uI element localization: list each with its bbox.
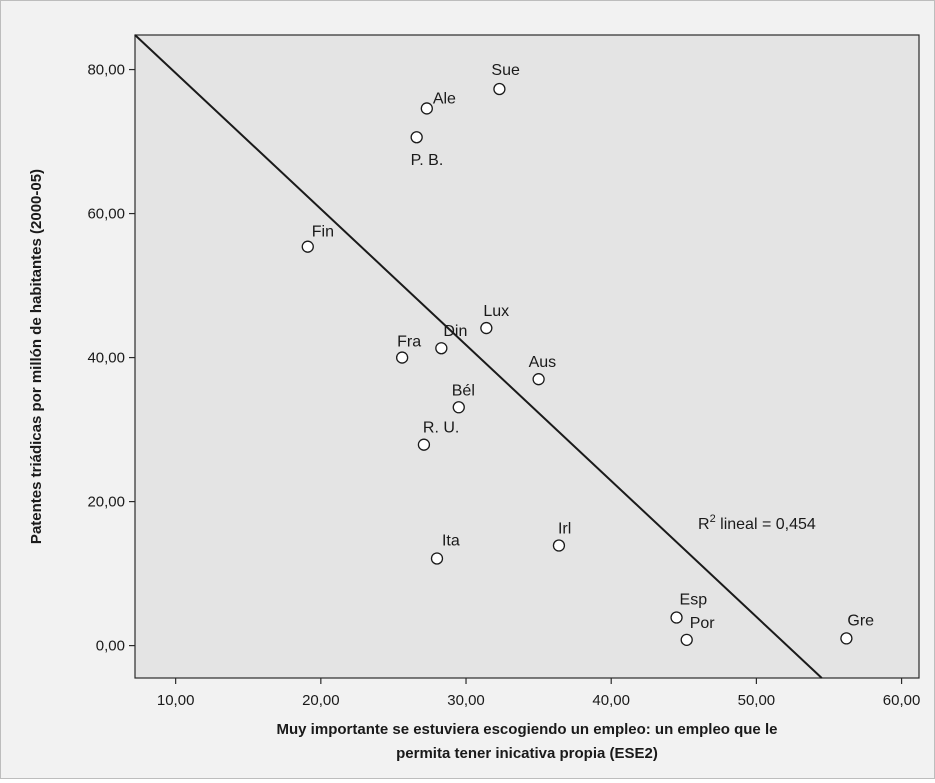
point-label: Din [443, 323, 467, 340]
point-label: Aus [529, 354, 557, 371]
regression-line [134, 34, 823, 679]
scatter-point [301, 240, 314, 253]
x-tick-label: 10,00 [157, 692, 195, 709]
y-tick-label: 20,00 [87, 494, 125, 511]
scatter-point [493, 82, 506, 96]
r-squared-superscript: 2 [710, 513, 716, 525]
scatter-point [435, 342, 448, 355]
x-axis-title-line-1: Muy importante se estuviera escogiendo u… [277, 721, 778, 738]
point-label: Fin [312, 224, 334, 241]
scatter-point [532, 373, 545, 386]
point-label: Gre [847, 612, 874, 629]
point-label: Fra [397, 334, 421, 351]
scatter-point [480, 321, 493, 335]
point-label: Ita [442, 532, 460, 549]
scatter-point [430, 552, 444, 565]
y-tick-label: 80,00 [87, 62, 125, 79]
scatter-point [395, 351, 409, 364]
points-layer: Sue Ale P. B. Fin Lux Din Fra Aus Bél R. U. Irl Ita… [301, 62, 874, 646]
x-tick-label: 50,00 [738, 692, 776, 709]
scatter-point [552, 539, 566, 552]
x-tick-label: 60,00 [883, 692, 921, 709]
scatter-point [670, 611, 683, 624]
point-label: Esp [680, 592, 708, 609]
y-tick-label: 40,00 [87, 350, 125, 367]
point-label: Lux [483, 303, 509, 320]
scatter-point [417, 438, 431, 451]
y-axis: 0,00 20,00 40,00 60,00 80,00 [87, 62, 135, 655]
y-axis-title: Patentes triádicas por millón de habitan… [28, 169, 45, 544]
x-tick-label: 30,00 [447, 692, 485, 709]
point-label: Ale [433, 90, 456, 107]
point-label: Irl [558, 521, 571, 538]
scatter-point [680, 633, 693, 646]
r-squared-prefix: R [698, 516, 710, 533]
point-label: R. U. [423, 420, 459, 437]
point-label: P. B. [411, 152, 444, 169]
scatter-point [452, 401, 465, 414]
scatter-point [840, 632, 853, 645]
scatter-point [420, 102, 433, 115]
plot-area [134, 34, 920, 679]
x-tick-label: 20,00 [302, 692, 340, 709]
x-axis: 10,00 20,00 30,00 40,00 50,00 60,00 [157, 678, 920, 709]
point-label: Sue [491, 62, 520, 79]
r-squared-value: lineal = 0,454 [716, 516, 816, 533]
x-tick-label: 40,00 [592, 692, 630, 709]
point-label: Bél [452, 382, 475, 399]
r-squared-annotation: R2 lineal = 0,454 [698, 513, 816, 533]
fit-line-layer [134, 34, 823, 679]
x-axis-title-line-2: permita tener inicativa propia (ESE2) [396, 745, 658, 762]
point-label: Por [690, 615, 716, 632]
scatter-point [410, 131, 423, 144]
y-tick-label: 0,00 [96, 638, 125, 655]
y-tick-label: 60,00 [87, 206, 125, 223]
